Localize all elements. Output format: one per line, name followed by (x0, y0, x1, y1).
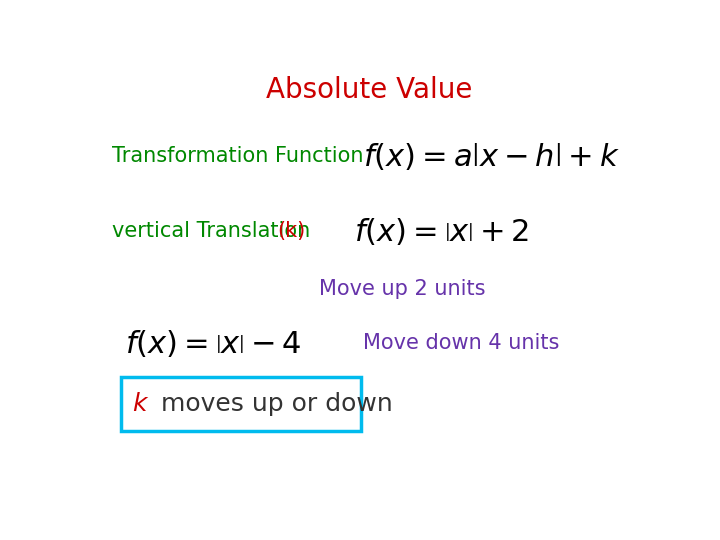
Text: (k): (k) (277, 221, 305, 241)
Text: moves up or down: moves up or down (153, 392, 393, 416)
Text: $f(x) = a\left|x - h\right| + k$: $f(x) = a\left|x - h\right| + k$ (364, 141, 620, 172)
Text: k: k (132, 392, 146, 416)
Text: $f(x) = \left|x\right| + 2$: $f(x) = \left|x\right| + 2$ (354, 215, 529, 247)
Text: Transformation Function: Transformation Function (112, 146, 364, 166)
Text: Absolute Value: Absolute Value (266, 76, 472, 104)
Text: $f(x) = \left|x\right| - 4$: $f(x) = \left|x\right| - 4$ (125, 328, 301, 359)
Text: vertical Translation: vertical Translation (112, 221, 310, 241)
FancyBboxPatch shape (121, 377, 361, 431)
Text: Move up 2 units: Move up 2 units (319, 279, 486, 299)
Text: Move down 4 units: Move down 4 units (364, 333, 559, 353)
